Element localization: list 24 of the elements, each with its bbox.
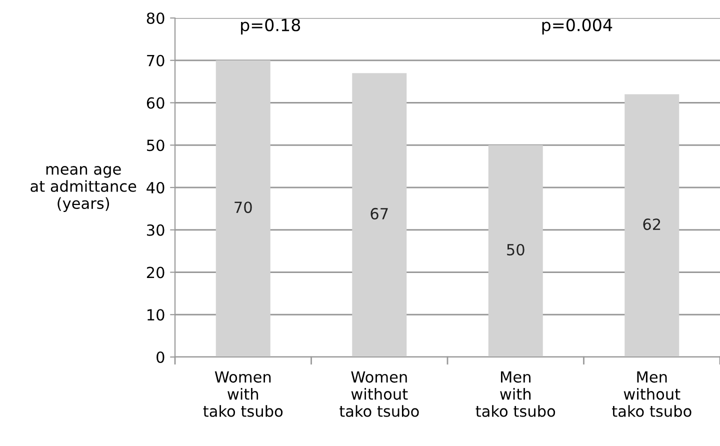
y-tick-label: 50 [147, 140, 164, 152]
data-label: 50 [507, 244, 524, 256]
annotation: p=0.004 [542, 18, 612, 35]
y-tick-label: 80 [146, 12, 164, 24]
y-tick-label: 40 [146, 182, 164, 194]
y-tick-label: 60 [146, 97, 164, 109]
y-axis-title: mean age at admittance (years) [30, 166, 136, 212]
y-tick-label: 10 [148, 309, 164, 321]
bar [216, 60, 270, 357]
x-tick-label: Men without tako tsubo [612, 371, 692, 417]
annotation: p=0.18 [241, 18, 300, 35]
bar [624, 94, 680, 357]
data-label: 67 [370, 208, 388, 220]
y-tick-label: 0 [156, 351, 164, 364]
y-tick-label: 20 [146, 266, 164, 278]
x-tick-label: Women with tako tsubo [203, 371, 283, 417]
data-label: 70 [234, 202, 252, 214]
x-tick-label: Women without tako tsubo [340, 371, 419, 417]
x-tick-label: Men with tako tsubo [476, 371, 556, 417]
bar [488, 145, 543, 357]
y-tick-label: 30 [147, 224, 164, 236]
bar [352, 73, 407, 357]
y-tick-label: 70 [147, 54, 164, 66]
data-label: 62 [643, 218, 660, 230]
